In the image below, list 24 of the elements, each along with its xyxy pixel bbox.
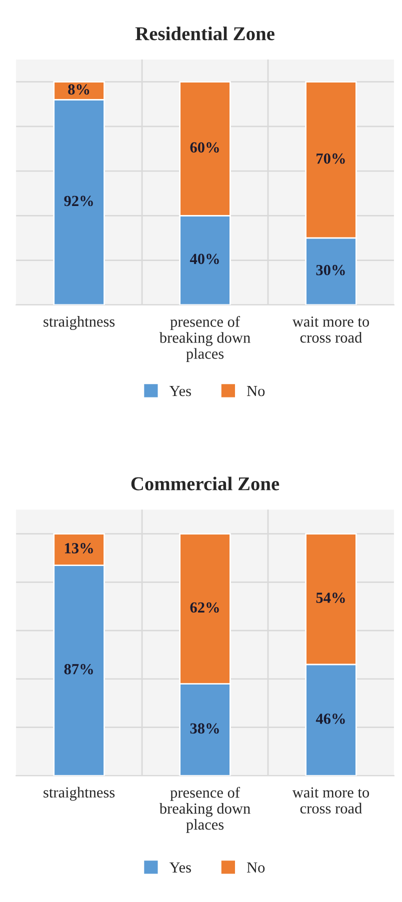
data-label: 38%: [190, 723, 219, 734]
legend-label: Yes: [169, 862, 191, 873]
x-tick-label: straightness: [44, 316, 115, 330]
data-label: 30%: [316, 264, 345, 276]
x-tick-label: presence of breaking down places: [159, 316, 250, 362]
data-label: 46%: [316, 714, 345, 724]
legend-label: No: [246, 386, 265, 396]
data-label: 54%: [316, 592, 345, 604]
legend-label: Yes: [169, 386, 191, 396]
data-label: 8%: [68, 84, 90, 95]
data-label: 92%: [64, 196, 93, 206]
x-tick-label: straightness: [44, 786, 115, 801]
data-label: 62%: [190, 602, 219, 613]
data-label: 40%: [190, 254, 219, 264]
legend-label: No: [246, 862, 265, 873]
x-tick-label: wait more to cross road: [292, 787, 370, 814]
data-label: 87%: [64, 664, 93, 674]
x-tick-label: presence of breaking down places: [159, 786, 250, 833]
chart-title: Residential Zone: [135, 26, 274, 40]
chart-title: Commercial Zone: [131, 476, 280, 490]
data-label: 13%: [65, 543, 93, 554]
x-tick-label: wait more to cross road: [292, 316, 370, 343]
data-label: 70%: [316, 153, 345, 164]
data-label: 60%: [190, 142, 219, 153]
